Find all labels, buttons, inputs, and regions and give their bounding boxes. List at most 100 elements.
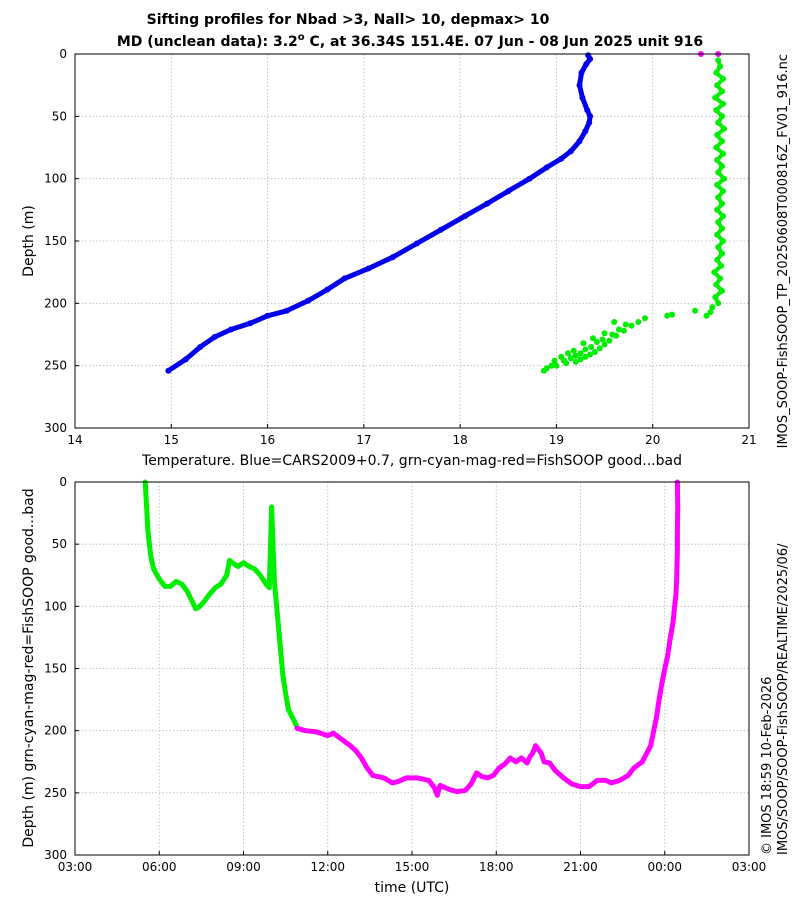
data-point <box>601 341 608 348</box>
y-tick-label: 0 <box>59 475 67 489</box>
data-point <box>596 345 603 352</box>
x-tick-label: 20 <box>645 433 660 447</box>
depth-series-line <box>294 479 681 798</box>
x-tick-label: 00:00 <box>647 860 682 874</box>
depth-time-panel: 03:00 06:00 09:00 12:00 15:00 18:00 21:00 00:00… <box>21 475 766 896</box>
data-point <box>584 107 591 114</box>
data-point <box>540 367 547 374</box>
data-point <box>628 322 635 329</box>
depth-series-line <box>142 479 300 730</box>
data-point <box>586 119 593 126</box>
x-tick-label: 19 <box>549 433 564 447</box>
y-tick-label: 100 <box>44 599 67 613</box>
data-point <box>553 362 560 369</box>
data-point <box>587 351 594 358</box>
side-credit: © IMOS 18:59 10-Feb-2026 <box>760 677 775 855</box>
side-path: IMOS/SOOP/SOOP-FishSOOP/REALTIME/2025/06… <box>776 543 791 855</box>
data-point <box>247 320 254 327</box>
data-point <box>692 307 699 314</box>
x-tick-label: 15 <box>164 433 179 447</box>
data-point <box>324 286 331 293</box>
y-tick-label: 50 <box>52 537 67 551</box>
x-tick-label: 14 <box>67 433 82 447</box>
data-point <box>576 82 583 89</box>
x-tick-label: 21:00 <box>563 860 598 874</box>
y-tick-label: 300 <box>44 848 67 862</box>
y-tick-label: 100 <box>44 172 67 186</box>
data-point <box>211 334 218 340</box>
data-point <box>606 337 613 344</box>
data-point <box>576 138 583 145</box>
data-point <box>165 367 172 374</box>
data-point <box>389 254 396 261</box>
title-suffix: C, at 36.34S 151.4E. 07 Jun - 08 Jun 202… <box>305 34 703 50</box>
data-point <box>587 56 594 62</box>
data-point <box>462 213 468 220</box>
data-point <box>616 326 622 333</box>
data-point <box>590 335 596 342</box>
data-point <box>565 350 571 357</box>
data-point <box>197 344 204 350</box>
data-point <box>593 339 600 345</box>
x-tick-label: 06:00 <box>142 860 177 874</box>
data-point <box>582 346 589 353</box>
y-tick-label: 200 <box>44 296 67 310</box>
data-point <box>572 358 579 365</box>
data-point <box>577 350 584 357</box>
x-tick-label: 15:00 <box>395 860 430 874</box>
y-tick-label: 250 <box>44 359 67 373</box>
temperature-profile-panel: 14 15 16 17 18 19 20 21 0 50 100 150 200 250 300 Tempe… <box>21 47 757 469</box>
data-point <box>551 357 558 364</box>
data-point <box>703 312 710 319</box>
data-point <box>578 69 585 76</box>
chart-title-line2: MD (unclean data): 3.2o C, at 36.34S 151… <box>117 32 703 50</box>
data-point <box>611 319 618 325</box>
panel2-ylabel: Depth (m) grn-cyan-mag-red=FishSOOP good… <box>21 488 37 847</box>
y-tick-label: 300 <box>44 421 67 435</box>
x-tick-label: 18:00 <box>479 860 514 874</box>
x-tick-label: 03:00 <box>58 860 93 874</box>
data-point <box>570 347 577 354</box>
data-point <box>620 327 627 334</box>
data-point <box>567 148 574 155</box>
data-point <box>583 61 590 67</box>
y-tick-label: 150 <box>44 662 67 676</box>
data-point <box>341 275 348 282</box>
data-point <box>413 240 420 247</box>
data-point <box>642 315 648 322</box>
panel2-grid <box>74 481 750 856</box>
data-point <box>264 312 271 319</box>
data-point <box>582 353 589 360</box>
data-point <box>669 311 675 318</box>
side-filename: IMOS_SOOP-FishSOOP_TP_20250608T000816Z_F… <box>776 54 791 448</box>
x-tick-label: 16 <box>260 433 275 447</box>
profile-trace <box>165 52 593 374</box>
data-point <box>484 200 491 207</box>
data-point <box>365 265 372 272</box>
data-point <box>567 355 574 362</box>
degree-superscript: o <box>298 32 305 43</box>
data-point <box>437 226 444 233</box>
data-point <box>664 312 671 319</box>
data-point <box>558 155 565 162</box>
x-tick-label: 12:00 <box>310 860 345 874</box>
x-tick-label: 21 <box>741 433 756 447</box>
data-point <box>622 321 629 328</box>
data-point <box>601 330 608 337</box>
panel2-xlabel: time (UTC) <box>375 880 450 896</box>
panel2-ticks: 03:00 06:00 09:00 12:00 15:00 18:00 21:00 00:00… <box>44 475 766 874</box>
data-point <box>305 297 311 304</box>
panel1-xlabel: Temperature. Blue=CARS2009+0.7, grn-cyan… <box>141 453 682 469</box>
title-prefix: MD (unclean data): 3.2 <box>117 34 298 50</box>
data-point <box>182 356 189 363</box>
panel1-grid <box>74 53 750 429</box>
data-point <box>577 356 584 363</box>
y-tick-label: 250 <box>44 786 67 800</box>
data-point <box>228 326 234 333</box>
data-point <box>526 175 533 182</box>
data-point <box>609 331 616 338</box>
panel2-data <box>142 479 681 798</box>
data-point <box>572 352 579 359</box>
data-point <box>707 309 714 316</box>
x-tick-label: 03:00 <box>732 860 767 874</box>
